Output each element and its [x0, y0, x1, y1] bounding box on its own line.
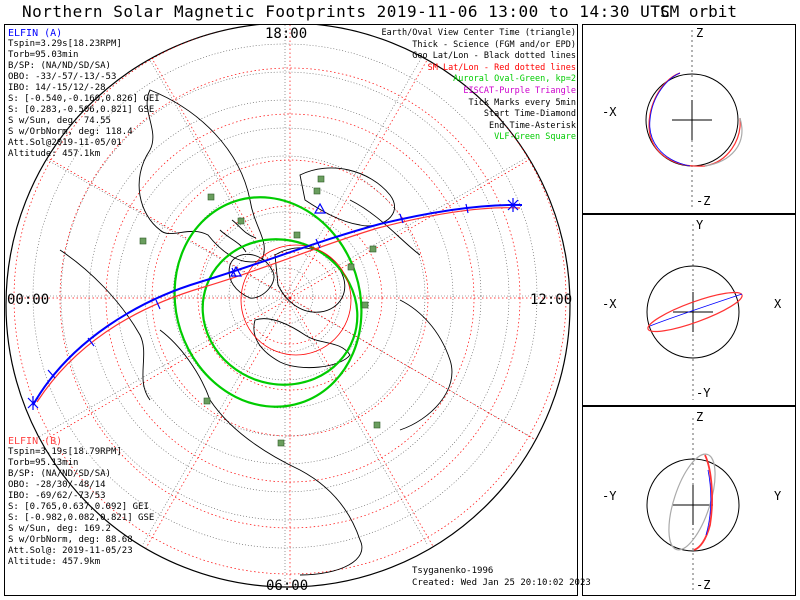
legend-item: VLF-Green Square — [494, 132, 576, 143]
sm-axis-label: X — [774, 297, 782, 311]
elfin-a-line: Tspin=3.29s[18.23RPM] — [8, 39, 122, 49]
view-center-triangles — [229, 202, 327, 277]
sm-axis-label: -Y — [696, 386, 711, 400]
sm-pole-circle — [240, 244, 352, 356]
elfin-a-track — [32, 203, 523, 406]
vlf-stations — [139, 175, 381, 447]
mlt-label-top: 18:00 — [265, 26, 308, 42]
elfin-a-line: Altitude: 457.1km — [8, 149, 101, 159]
map-horizon — [5, 25, 571, 588]
elfin-b-line: Att.Sol@: 2019-11-05/23 — [8, 546, 133, 556]
elfin-b-line: OBO: -28/30/-48/14 — [8, 480, 106, 490]
auroral-ovals — [173, 196, 363, 408]
elfin-b-line: S: [-0.982,0.082,0.821] GSE — [8, 513, 155, 523]
legend-item: Tick Marks every 5min — [468, 97, 576, 108]
sm-axis-label: Z — [696, 26, 704, 40]
sm-axis-label: -Z — [696, 578, 711, 592]
elfin-a-line: S: [0.283,-0.506,0.821] GSE — [8, 105, 155, 115]
coastlines — [59, 89, 453, 576]
elfin-b-line: B/SP: (NA/ND/SD/SA) — [8, 469, 111, 479]
legend-item: Thick - Science (FGM and/or EPD) — [412, 39, 576, 50]
elfin-a-tick-marks — [47, 203, 469, 379]
elfin-b-line: S w/Sun, deg: 169.2 — [8, 524, 111, 534]
created-credit: Created: Wed Jan 25 20:10:02 2023 — [412, 578, 591, 588]
sm-axis-label: Y — [774, 489, 782, 503]
sm-orbit-xz — [645, 30, 743, 208]
elfin-b-line: S: [0.765,0.637,0.092] GEI — [8, 502, 149, 512]
sm-axis-label: -Y — [602, 489, 617, 503]
mlt-label-right: 12:00 — [530, 292, 573, 308]
sm-axis-label: Y — [696, 218, 704, 232]
legend-item: Auroral Oval-Green, kp=2 — [453, 74, 576, 85]
sm-grid — [6, 25, 570, 587]
elfin-a-header: ELFIN (A) — [8, 28, 63, 39]
start-end-markers — [27, 198, 519, 410]
legend-item: Start Time-Diamond — [483, 109, 576, 120]
elfin-a-line: OBO: -33/-57/-13/-53 — [8, 72, 117, 82]
legend: Earth/Oval View Center Time (triangle) T… — [382, 28, 576, 144]
legend-item: End Time-Asterisk — [489, 120, 576, 131]
geo-grid — [6, 25, 570, 587]
sm-panel-xz — [582, 24, 796, 214]
elfin-a-line: Torb=95.03min — [8, 50, 79, 60]
legend-item: Earth/Oval View Center Time (triangle) — [381, 28, 576, 38]
model-credit: Tsyganenko-1996 — [412, 566, 494, 576]
sm-panel-xy — [582, 214, 796, 406]
elfin-b-line: Tspin=3.19s[18.79RPM] — [8, 447, 122, 457]
legend-item: EISCAT-Purple Triangle — [463, 85, 576, 96]
sm-axis-label: -X — [602, 297, 617, 311]
sm-panel-yz — [582, 406, 796, 596]
map-frame — [4, 24, 578, 596]
elfin-a-line: S w/Sun, deg: 74.55 — [8, 116, 111, 126]
elfin-a-line: IBO: 14/-15/12/-28 — [8, 83, 106, 93]
elfin-a-line: Att.Sol@2019-11-05/01 — [8, 138, 122, 148]
elfin-b-info: ELFIN (B) Tspin=3.19s[18.79RPM] Torb=95.… — [8, 436, 154, 568]
page-title: Northern Solar Magnetic Footprints 2019-… — [22, 2, 671, 21]
elfin-b-line: S w/OrbNorm, deg: 88.68 — [8, 535, 133, 545]
elfin-b-line: Altitude: 457.9km — [8, 557, 101, 567]
elfin-a-line: S w/OrbNorm, deg: 118.4 — [8, 127, 133, 137]
sm-axis-label: Z — [696, 410, 704, 424]
elfin-b-track — [36, 207, 521, 403]
sm-orbit-xy — [646, 224, 743, 400]
mlt-label-bottom: 06:00 — [266, 578, 309, 594]
elfin-b-line: Torb=95.13min — [8, 458, 79, 468]
legend-item: Geo Lat/Lon - Black dotted lines — [412, 51, 576, 62]
mlt-label-left: 00:00 — [7, 292, 50, 308]
sm-orbit-title: SM orbit — [660, 2, 738, 21]
sm-orbit-yz — [646, 418, 740, 592]
elfin-a-info: ELFIN (A) Tspin=3.29s[18.23RPM] Torb=95.… — [8, 28, 160, 160]
elfin-b-line: IBO: -69/62/-73/53 — [8, 491, 106, 501]
sm-axis-label: -X — [602, 105, 617, 119]
legend-item: SM Lat/Lon - Red dotted lines — [427, 62, 576, 73]
sm-axis-label: -Z — [696, 194, 711, 208]
elfin-b-header: ELFIN (B) — [8, 436, 63, 447]
elfin-a-line: B/SP: (NA/ND/SD/SA) — [8, 61, 111, 71]
elfin-a-line: S: [-0.540,-0.160,0.826] GEI — [8, 94, 160, 104]
